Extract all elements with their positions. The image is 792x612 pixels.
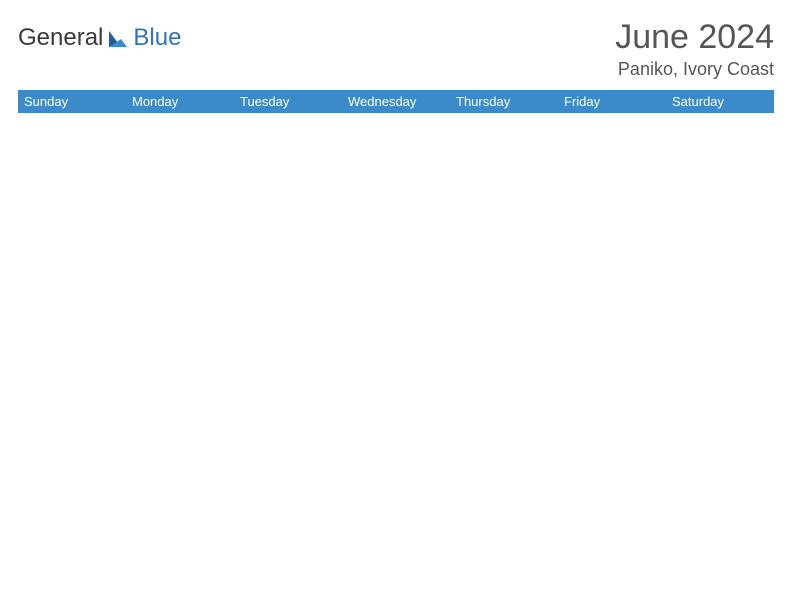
weekday-header: Monday xyxy=(126,90,234,113)
weekday-header: Tuesday xyxy=(234,90,342,113)
header: General Blue June 2024 Paniko, Ivory Coa… xyxy=(18,18,774,80)
weekday-header: Sunday xyxy=(18,90,126,113)
weekday-header: Friday xyxy=(558,90,666,113)
weekday-header-row: Sunday Monday Tuesday Wednesday Thursday… xyxy=(18,90,774,113)
brand-logo: General Blue xyxy=(18,18,181,52)
brand-part1: General xyxy=(18,24,103,52)
title-month: June 2024 xyxy=(615,18,774,57)
sail-icon xyxy=(107,29,129,49)
weekday-header: Wednesday xyxy=(342,90,450,113)
brand-part2: Blue xyxy=(133,24,181,52)
title-location: Paniko, Ivory Coast xyxy=(615,59,774,80)
title-block: June 2024 Paniko, Ivory Coast xyxy=(615,18,774,80)
weekday-header: Thursday xyxy=(450,90,558,113)
weekday-header: Saturday xyxy=(666,90,774,113)
calendar-table: Sunday Monday Tuesday Wednesday Thursday… xyxy=(18,90,774,113)
